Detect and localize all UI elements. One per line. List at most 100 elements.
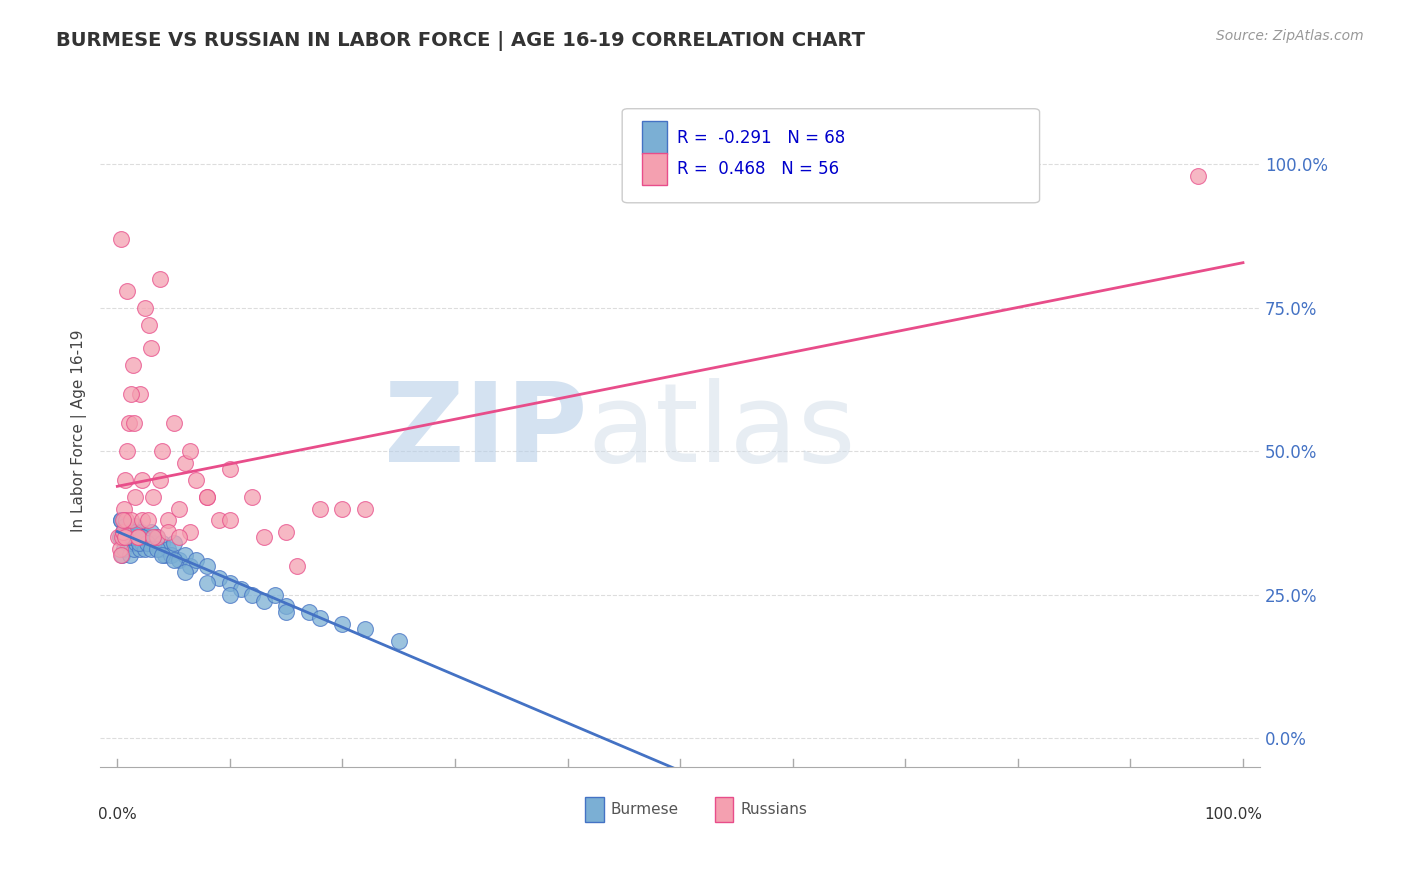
Point [117,284,139,298]
Point [127,531,149,545]
Point [136,513,159,527]
Point [150,536,173,550]
Point [129,524,152,539]
Point [173,456,195,470]
Point [110,513,132,527]
Point [122,541,145,556]
Point [127,531,149,545]
Point [195,559,218,574]
Point [111,513,134,527]
Point [167,531,190,545]
Point [264,588,287,602]
Point [108,531,131,545]
Point [127,531,149,545]
Point [207,513,229,527]
Point [184,473,207,487]
Point [149,272,172,286]
Point [121,524,143,539]
Point [184,553,207,567]
Point [276,524,298,539]
Point [124,524,146,539]
Point [124,519,146,533]
FancyBboxPatch shape [643,153,668,186]
Point [110,548,132,562]
Point [160,548,183,562]
Point [179,524,201,539]
Point [219,576,242,591]
FancyBboxPatch shape [623,109,1039,202]
Point [139,541,162,556]
Point [195,576,218,591]
Point [115,513,138,527]
Point [219,588,242,602]
Point [115,519,138,533]
Point [309,501,332,516]
Point [110,513,132,527]
Text: 0.0%: 0.0% [98,807,136,822]
Point [167,501,190,516]
Point [354,623,377,637]
Point [112,501,135,516]
Point [173,565,195,579]
Point [1187,169,1209,183]
Point [332,501,354,516]
Text: R =  -0.291   N = 68: R = -0.291 N = 68 [676,128,845,146]
Text: BURMESE VS RUSSIAN IN LABOR FORCE | AGE 16-19 CORRELATION CHART: BURMESE VS RUSSIAN IN LABOR FORCE | AGE … [56,31,865,51]
Text: atlas: atlas [588,377,856,484]
Point [156,513,179,527]
Point [117,444,139,458]
Point [156,524,179,539]
Point [117,416,139,430]
Point [167,553,190,567]
Point [179,444,201,458]
Point [173,548,195,562]
Point [195,490,218,504]
Point [276,605,298,619]
Point [195,490,218,504]
Point [153,548,176,562]
Point [162,416,184,430]
Point [117,531,139,545]
Point [114,473,136,487]
Point [142,490,165,504]
Point [122,416,145,430]
Point [134,301,156,315]
Point [114,531,136,545]
Point [111,548,134,562]
Point [118,548,141,562]
Point [125,536,148,550]
Point [231,582,253,596]
Point [108,541,131,556]
Text: Source: ZipAtlas.com: Source: ZipAtlas.com [1216,29,1364,43]
Point [131,513,153,527]
Point [298,605,321,619]
Point [354,501,377,516]
Text: ZIP: ZIP [384,377,588,484]
FancyBboxPatch shape [714,797,734,822]
Point [149,473,172,487]
Point [139,524,162,539]
Point [332,616,354,631]
Point [242,588,264,602]
Point [150,548,173,562]
Point [150,444,173,458]
Point [207,571,229,585]
Point [134,541,156,556]
Point [138,318,160,332]
Point [309,611,332,625]
Point [120,387,142,401]
Point [111,531,134,545]
Text: R =  0.468   N = 56: R = 0.468 N = 56 [676,161,839,178]
Point [118,524,141,539]
Point [114,519,136,533]
Point [112,541,135,556]
Point [114,524,136,539]
Point [111,524,134,539]
Point [117,536,139,550]
Point [128,387,150,401]
Point [111,524,134,539]
Point [253,531,276,545]
Point [136,531,159,545]
Point [111,531,134,545]
Point [287,559,309,574]
